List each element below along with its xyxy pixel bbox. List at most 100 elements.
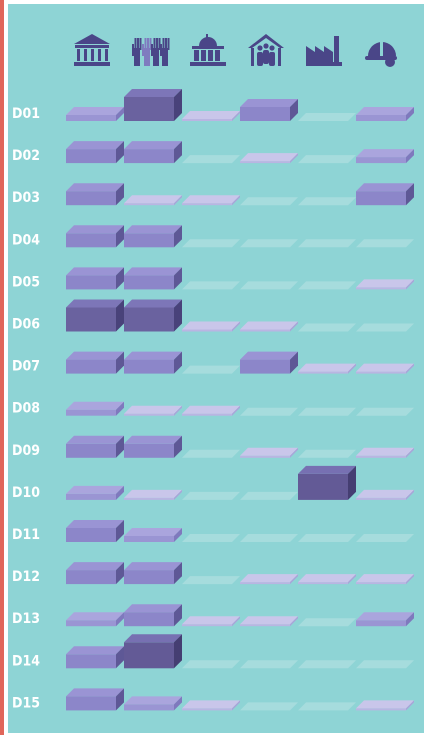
cells [66,89,414,711]
cell-d01-col2 [124,89,182,121]
cell-d15-col6 [356,700,414,711]
cell-d06-col3 [182,321,240,332]
cell-d02-col1 [66,141,124,164]
cell-d05-col4 [240,281,298,290]
cell-d04-col5 [298,239,356,248]
cell-d14-col4 [240,660,298,669]
cell-d07-col4 [240,351,298,374]
cell-d11-col3 [182,534,240,542]
row-label-d12: D12 [12,569,40,585]
cell-d07-col1 [66,351,124,374]
cell-d15-col2 [124,696,182,711]
row-label-d09: D09 [12,443,40,459]
hard-hat-icon [365,42,397,67]
cell-d09-col5 [298,449,356,458]
cell-d02-col6 [356,149,414,164]
cell-d05-col2 [124,267,182,290]
cell-d14-col5 [298,660,356,669]
cell-d13-col2 [124,604,182,627]
cell-d04-col4 [240,239,298,248]
cell-d03-col3 [182,195,240,206]
cell-d13-col6 [356,612,414,627]
cell-d09-col3 [182,449,240,458]
cell-d10-col2 [124,489,182,500]
chart-panel: D01 D02 D03 D04 D05 D06 D07 D08 D09 D10 D11 D12 D13 D… [8,4,424,733]
row-label-d08: D08 [12,401,40,417]
cell-d13-col1 [66,612,124,627]
cell-d08-col3 [182,405,240,416]
cell-d12-col4 [240,574,298,585]
cell-d12-col1 [66,562,124,585]
row-label-d10: D10 [12,485,40,501]
cell-d05-col6 [356,279,414,290]
government-building-icon [190,34,226,66]
cell-d08-col4 [240,407,298,416]
cell-d15-col5 [298,702,356,711]
cell-d08-col5 [298,407,356,416]
cell-d01-col1 [66,107,124,121]
cell-d14-col1 [66,646,124,669]
cell-d05-col1 [66,267,124,290]
row-label-d14: D14 [12,653,40,669]
cell-d07-col5 [298,363,356,374]
cell-d13-col5 [298,618,356,627]
cell-d08-col6 [356,407,414,416]
cell-d06-col5 [298,323,356,332]
cell-d01-col5 [298,113,356,121]
cell-d11-col5 [298,534,356,542]
row-label-d15: D15 [12,695,40,711]
row-label-d13: D13 [12,611,40,627]
cell-d04-col2 [124,225,182,248]
column-icons [74,34,397,67]
raised-hands-icon [132,38,170,66]
cell-d03-col2 [124,195,182,206]
cell-d04-col6 [356,239,414,248]
cell-d10-col6 [356,489,414,500]
cell-d15-col1 [66,688,124,711]
cell-d03-col1 [66,183,124,206]
cell-d11-col1 [66,520,124,542]
cell-d02-col2 [124,141,182,164]
cell-d14-col6 [356,660,414,669]
cell-d10-col1 [66,485,124,500]
cell-d02-col5 [298,155,356,164]
cell-d01-col6 [356,107,414,121]
cell-d11-col4 [240,534,298,542]
cell-d04-col1 [66,225,124,248]
cell-d15-col4 [240,702,298,711]
cell-d03-col4 [240,197,298,206]
row-label-d04: D04 [12,232,40,248]
cell-d13-col4 [240,616,298,627]
museum-icon [74,34,110,66]
cell-d08-col2 [124,405,182,416]
cell-d06-col6 [356,323,414,332]
cell-d01-col3 [182,111,240,121]
cell-d10-col3 [182,491,240,500]
cell-d02-col4 [240,153,298,164]
cell-d01-col4 [240,99,298,121]
cell-d09-col1 [66,435,124,458]
cell-d09-col6 [356,447,414,458]
cell-d07-col2 [124,351,182,374]
row-labels: D01 D02 D03 D04 D05 D06 D07 D08 D09 D10 D11 D12 D13 D… [12,106,40,711]
factory-icon [306,36,342,66]
cell-d09-col4 [240,447,298,458]
cell-d07-col6 [356,363,414,374]
cell-d11-col2 [124,528,182,542]
row-label-d05: D05 [12,274,40,290]
cell-d15-col3 [182,700,240,711]
row-label-d03: D03 [12,190,40,206]
cell-d08-col1 [66,401,124,416]
cell-d03-col5 [298,197,356,206]
accent-bar [0,0,4,735]
cell-d02-col3 [182,155,240,164]
cell-d14-col3 [182,660,240,669]
community-house-icon [248,34,284,66]
cell-d10-col5 [298,465,356,500]
row-label-d06: D06 [12,317,40,333]
cell-d06-col4 [240,321,298,332]
cell-d12-col6 [356,574,414,585]
row-label-d02: D02 [12,148,40,164]
cell-d11-col6 [356,534,414,542]
